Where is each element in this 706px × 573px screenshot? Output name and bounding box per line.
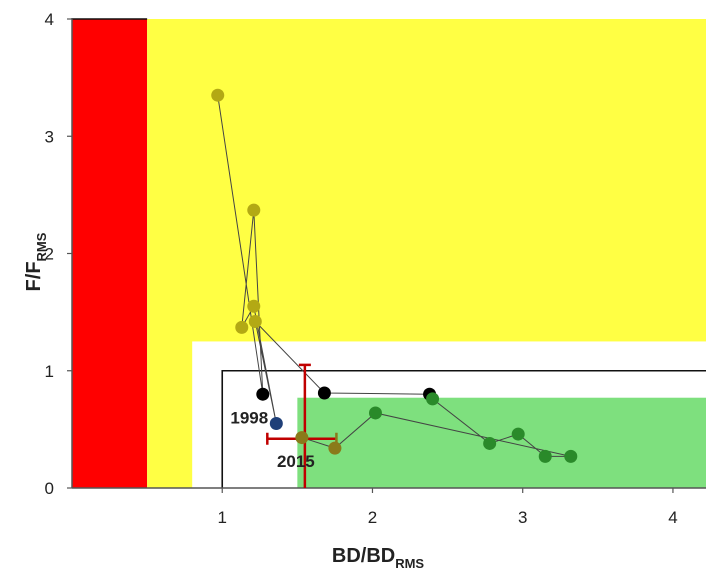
data-point [211, 88, 225, 102]
data-point [247, 203, 261, 217]
x-tick-label: 4 [668, 508, 677, 527]
y-axis-title: F/FRMS [23, 232, 49, 291]
y-tick-label: 0 [45, 479, 54, 498]
zone-red [72, 19, 148, 488]
x-tick-label: 1 [218, 508, 227, 527]
year-annotation: 1998 [230, 409, 268, 428]
reference-line [221, 369, 706, 488]
zone-green [297, 397, 706, 488]
y-tick-label: 4 [45, 10, 54, 29]
axes [67, 18, 706, 493]
data-point [269, 417, 283, 431]
data-point [317, 386, 331, 400]
annotations: 1998 2015 [230, 409, 314, 471]
y-tick-label: 3 [45, 127, 54, 146]
data-point [368, 406, 382, 420]
year-annotation: 2015 [277, 452, 315, 471]
data-point [256, 387, 270, 401]
data-point [426, 392, 440, 406]
data-point [295, 431, 309, 445]
reference-lines [72, 18, 706, 488]
data-point [247, 299, 261, 313]
data-point [248, 315, 262, 329]
data-point [235, 320, 249, 334]
x-tick-label: 2 [368, 508, 377, 527]
data-point [328, 441, 342, 455]
zones [72, 19, 706, 488]
data-point [538, 449, 552, 463]
tick-labels: 1 2 3 4 0 1 2 3 4 [45, 10, 678, 527]
data-point [564, 449, 578, 463]
data-point [483, 436, 497, 450]
y-tick-label: 1 [45, 362, 54, 381]
x-axis-title: BD/BDRMS [332, 545, 425, 571]
data-points [211, 88, 578, 463]
x-tick-label: 3 [518, 508, 527, 527]
data-point [511, 427, 525, 441]
y-tick-label: 2 [45, 245, 54, 264]
